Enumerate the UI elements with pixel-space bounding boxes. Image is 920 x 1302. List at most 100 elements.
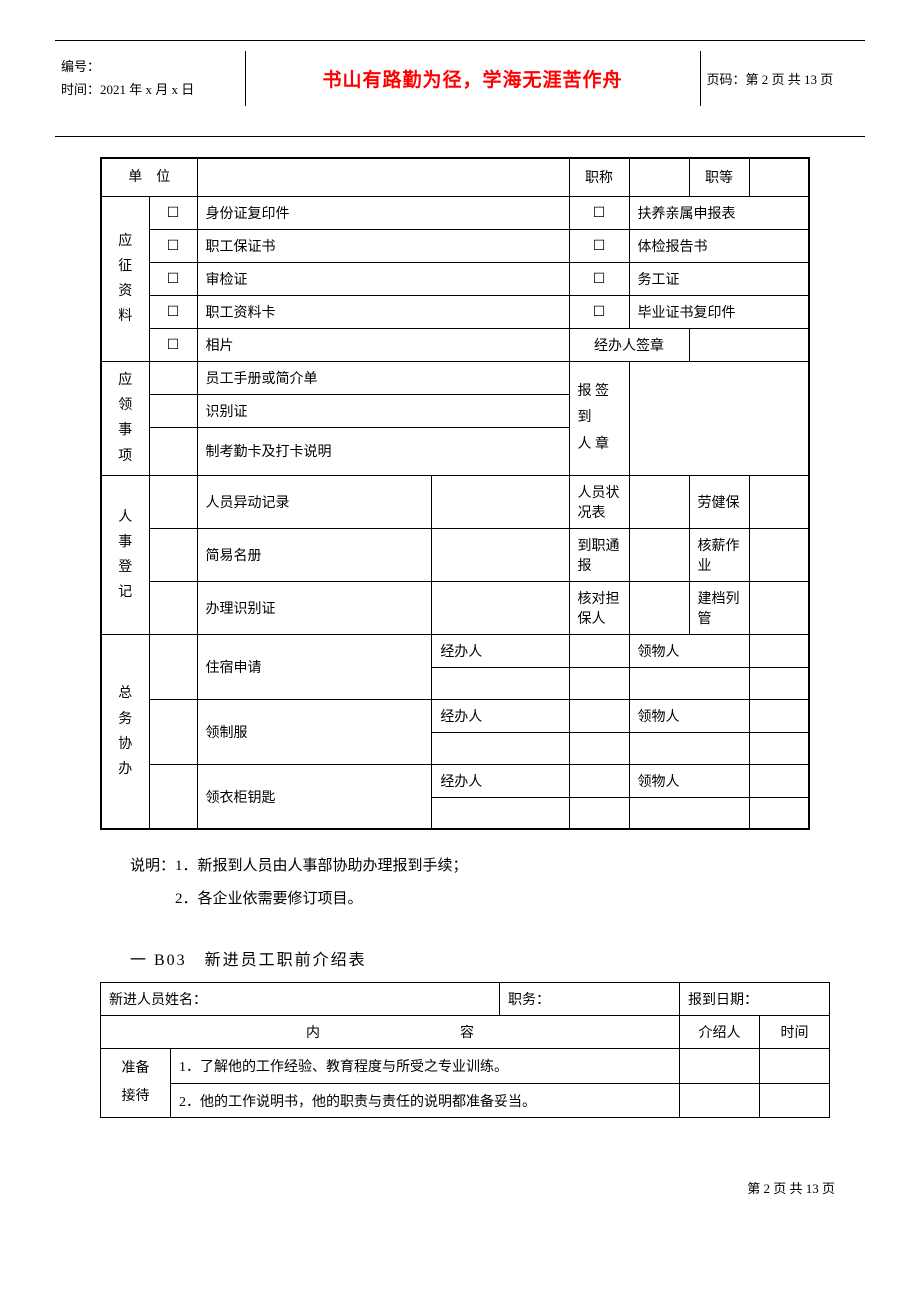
checkbox[interactable]: ☐: [149, 328, 197, 361]
checkbox[interactable]: ☐: [569, 295, 629, 328]
blank-cell: [749, 528, 809, 581]
blank-cell: [749, 634, 809, 667]
hr-cell: 到职通报: [569, 528, 629, 581]
receiver-label: 领物人: [629, 764, 749, 797]
receive-label: 应 领 事 项: [101, 361, 149, 475]
blank-cell: [629, 581, 689, 634]
blank-cell: [569, 699, 629, 732]
checkbox[interactable]: ☐: [569, 229, 629, 262]
affairs-label: 总 务 协 办: [101, 634, 149, 829]
section-title: 一 B03 新进员工职前介绍表: [130, 946, 865, 970]
affairs-item: 领制服: [197, 699, 432, 764]
handler-label: 经办人: [432, 699, 569, 732]
blank-cell: [749, 667, 809, 699]
checkbox[interactable]: ☐: [149, 196, 197, 229]
checkbox[interactable]: ☐: [569, 262, 629, 295]
affairs-item: 住宿申请: [197, 634, 432, 699]
blank-cell: [749, 797, 809, 829]
blank-cell: [629, 528, 689, 581]
table-row: 单 位 职称 职等: [101, 158, 809, 197]
report-sign-value: [629, 361, 809, 475]
material-left: 审检证: [197, 262, 569, 295]
blank-cell: [432, 732, 569, 764]
table-row: ☐ 相片 经办人签章: [101, 328, 809, 361]
blank-cell: [629, 797, 749, 829]
receiver-label: 领物人: [629, 699, 749, 732]
header-left: 编号： 时间：2021 年 x 月 x 日: [55, 51, 245, 106]
unit-value: [197, 158, 569, 197]
blank-cell: [432, 581, 569, 634]
blank-cell: [569, 634, 629, 667]
report-sign-label: 报 签 到 人 章: [569, 361, 629, 475]
checkbox[interactable]: ☐: [149, 229, 197, 262]
hr-cell: 建档列管: [689, 581, 749, 634]
date-label: 时间：2021 年 x 月 x 日: [61, 82, 194, 97]
material-left: 相片: [197, 328, 569, 361]
materials-label: 应 征 资 料: [101, 196, 149, 361]
notes-block: 说明：1．新报到人员由人事部协助办理报到手续； 说明：2．各企业依需要修订项目。: [130, 850, 865, 916]
table-row: ☐ 职工保证书 ☐ 体检报告书: [101, 229, 809, 262]
table-row: 新进人员姓名： 职务： 报到日期：: [101, 983, 830, 1016]
material-right: 扶养亲属申报表: [629, 196, 809, 229]
checkbox[interactable]: ☐: [149, 262, 197, 295]
intro-table: 新进人员姓名： 职务： 报到日期： 内 容 介绍人 时间 准备 接待 1．了解他…: [100, 982, 830, 1118]
table-row: 准备 接待 1．了解他的工作经验、教育程度与所受之专业训练。: [101, 1049, 830, 1084]
checkbox[interactable]: ☐: [149, 295, 197, 328]
content-row: 1．了解他的工作经验、教育程度与所受之专业训练。: [171, 1049, 680, 1084]
notes-prefix: 说明：: [130, 858, 175, 874]
blank-cell: [569, 764, 629, 797]
content-row: 2．他的工作说明书，他的职责与责任的说明都准备妥当。: [171, 1083, 680, 1118]
blank-cell: [749, 581, 809, 634]
material-right: 毕业证书复印件: [629, 295, 809, 328]
main-form-table: 单 位 职称 职等 应 征 资 料 ☐ 身份证复印件 ☐ 扶养亲属申报表 ☐ 职…: [100, 157, 810, 831]
hr-cell: 劳健保: [689, 475, 749, 528]
duty-label: 职务：: [500, 983, 680, 1016]
title-value: [629, 158, 689, 197]
table-row: 领衣柜钥匙 经办人 领物人: [101, 764, 809, 797]
blank-cell: [749, 475, 809, 528]
header-bottom-rule: [55, 136, 865, 137]
blank-cell: [749, 764, 809, 797]
blank-cell: [749, 732, 809, 764]
receive-item: 员工手册或简介单: [197, 361, 569, 394]
serial-label: 编号：: [61, 59, 100, 74]
blank-cell: [432, 475, 569, 528]
blank-cell: [569, 732, 629, 764]
hr-cell: 核薪作业: [689, 528, 749, 581]
blank-cell: [149, 475, 197, 528]
table-row: 简易名册 到职通报 核薪作业: [101, 528, 809, 581]
table-row: 领制服 经办人 领物人: [101, 699, 809, 732]
blank-cell: [149, 581, 197, 634]
handler-label: 经办人: [432, 634, 569, 667]
table-row: 人 事 登 记 人员异动记录 人员状况表 劳健保: [101, 475, 809, 528]
handler-sign-value: [689, 328, 809, 361]
blank-cell: [569, 797, 629, 829]
table-row: 2．他的工作说明书，他的职责与责任的说明都准备妥当。: [101, 1083, 830, 1118]
blank-cell: [149, 764, 197, 829]
header-page: 页码：第 2 页 共 13 页: [700, 51, 865, 106]
hr-cell: 核对担保人: [569, 581, 629, 634]
prep-label: 准备 接待: [101, 1049, 171, 1118]
blank-cell: [749, 699, 809, 732]
blank-cell: [760, 1083, 830, 1118]
page-footer: 第 2 页 共 13 页: [55, 1178, 865, 1197]
affairs-item: 领衣柜钥匙: [197, 764, 432, 829]
name-label: 新进人员姓名：: [101, 983, 500, 1016]
material-left: 职工保证书: [197, 229, 569, 262]
material-left: 身份证复印件: [197, 196, 569, 229]
table-row: 应 征 资 料 ☐ 身份证复印件 ☐ 扶养亲属申报表: [101, 196, 809, 229]
report-date-label: 报到日期：: [680, 983, 830, 1016]
page-header: 编号： 时间：2021 年 x 月 x 日 书山有路勤为径，学海无涯苦作舟 页码…: [55, 51, 865, 106]
checkbox[interactable]: ☐: [569, 196, 629, 229]
table-row: 内 容 介绍人 时间: [101, 1016, 830, 1049]
top-rule: [55, 40, 865, 41]
grade-label: 职等: [689, 158, 749, 197]
blank-cell: [432, 528, 569, 581]
receiver-label: 领物人: [629, 634, 749, 667]
blank-cell: [569, 667, 629, 699]
blank-cell: [432, 667, 569, 699]
col-intro: 介绍人: [680, 1016, 760, 1049]
blank-cell: [149, 427, 197, 475]
blank-cell: [149, 699, 197, 764]
table-row: 办理识别证 核对担保人 建档列管: [101, 581, 809, 634]
